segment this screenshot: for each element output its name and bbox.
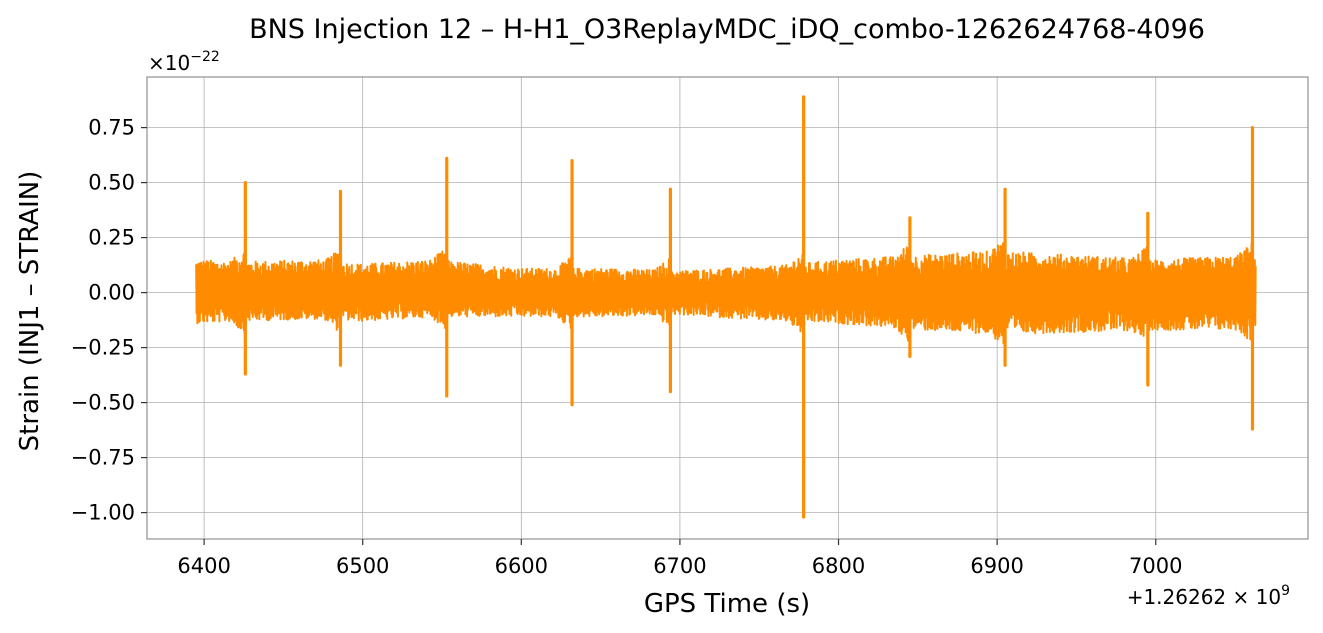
series-line bbox=[195, 95, 1257, 519]
x-offset-exponent: 9 bbox=[1281, 583, 1290, 599]
chart-title: BNS Injection 12 – H-H1_O3ReplayMDC_iDQ_… bbox=[249, 14, 1205, 45]
x-offset-base: +1.26262 × 10 bbox=[1127, 585, 1281, 609]
y-axis-label: Strain (INJ1 – STRAIN) bbox=[15, 171, 45, 452]
x-tick-label: 6500 bbox=[336, 554, 389, 578]
x-axis-label: GPS Time (s) bbox=[644, 589, 810, 619]
x-tick-label: 6700 bbox=[653, 554, 706, 578]
x-tick-label: 6400 bbox=[177, 554, 230, 578]
y-multiplier-exponent: −22 bbox=[190, 49, 220, 65]
y-tick-label: −1.00 bbox=[71, 501, 135, 525]
y-tick-label: −0.75 bbox=[71, 446, 135, 470]
y-multiplier-base: ×10 bbox=[148, 51, 190, 75]
x-tick-label: 6800 bbox=[812, 554, 865, 578]
x-axis-ticks: 6400 6500 6600 6700 6800 6900 7000 bbox=[177, 539, 1182, 578]
y-tick-label: 0.75 bbox=[88, 116, 135, 140]
y-tick-label: −0.25 bbox=[71, 336, 135, 360]
plot-frame bbox=[146, 76, 1309, 540]
y-tick-label: −0.50 bbox=[71, 391, 135, 415]
x-tick-label: 6600 bbox=[495, 554, 548, 578]
y-tick-label: 0.50 bbox=[88, 171, 135, 195]
series-path bbox=[195, 242, 1257, 345]
x-tick-label: 7000 bbox=[1129, 554, 1182, 578]
y-tick-label: 0.00 bbox=[88, 281, 135, 305]
x-offset: +1.26262 × 109 bbox=[1127, 583, 1290, 609]
y-tick-label: 0.25 bbox=[88, 226, 135, 250]
y-axis-ticks: 0.75 0.50 0.25 0.00 −0.25 −0.50 −0.75 −1.00 bbox=[71, 116, 147, 525]
y-multiplier: ×10−22 bbox=[148, 49, 220, 75]
x-tick-label: 6900 bbox=[970, 554, 1023, 578]
